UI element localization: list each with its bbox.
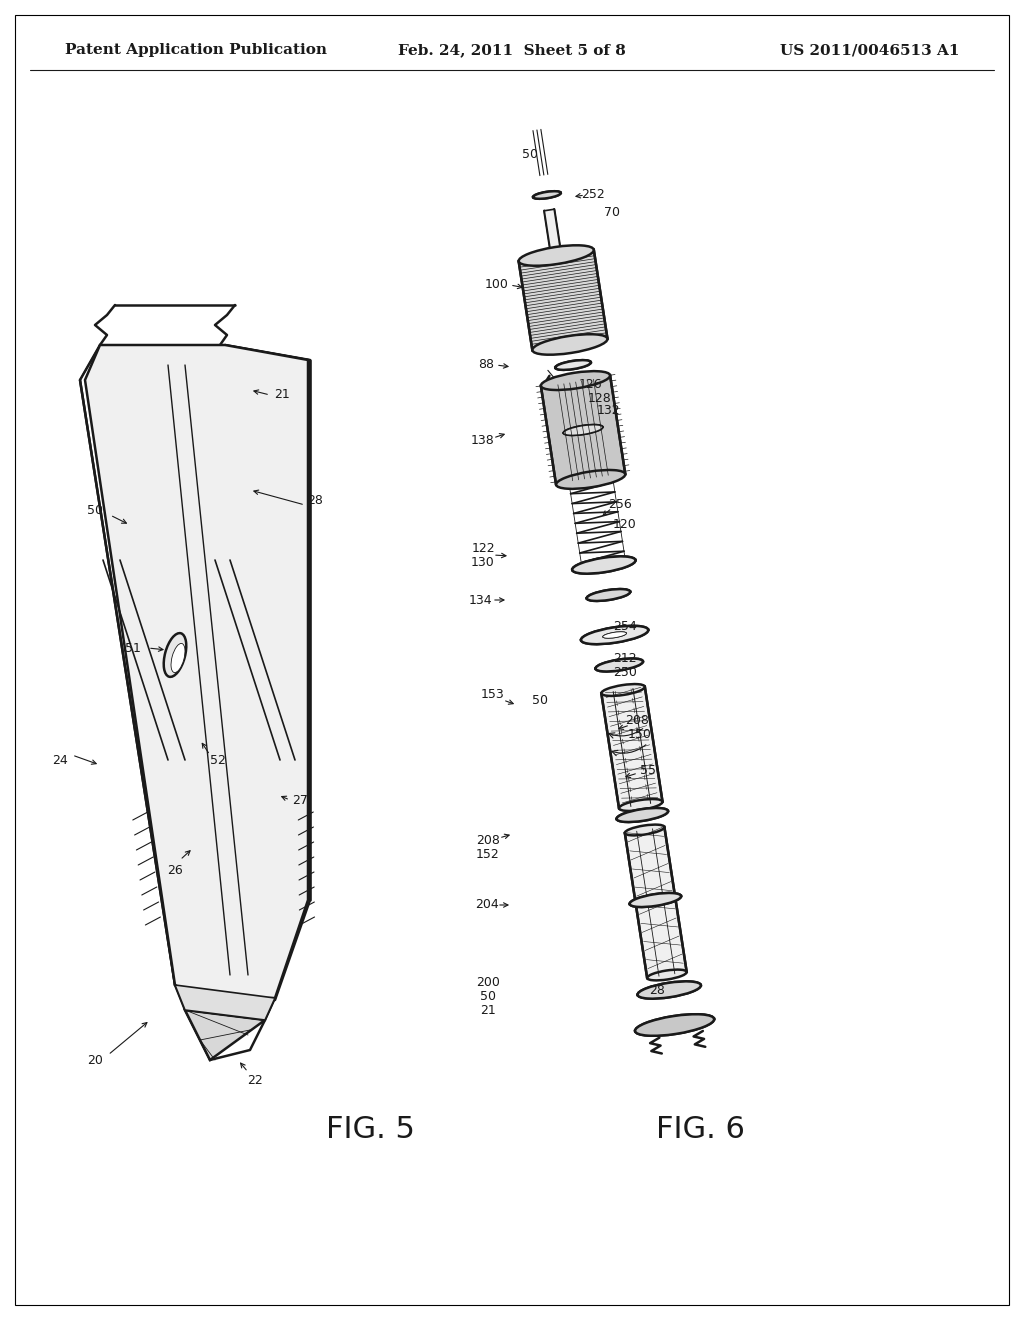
Text: 21: 21	[480, 1003, 496, 1016]
Text: 153: 153	[481, 689, 505, 701]
Ellipse shape	[587, 589, 630, 601]
Polygon shape	[545, 210, 560, 251]
Text: 150: 150	[628, 729, 652, 742]
Ellipse shape	[164, 634, 186, 677]
Text: Patent Application Publication: Patent Application Publication	[65, 44, 327, 57]
Polygon shape	[185, 998, 275, 1020]
Text: 27: 27	[292, 793, 308, 807]
Text: 132: 132	[596, 404, 620, 417]
Ellipse shape	[572, 557, 636, 574]
Text: 128: 128	[588, 392, 612, 404]
Ellipse shape	[635, 1014, 714, 1036]
Ellipse shape	[555, 360, 591, 370]
Polygon shape	[635, 1019, 714, 1031]
Polygon shape	[587, 591, 630, 598]
Ellipse shape	[616, 808, 668, 822]
Text: 52: 52	[210, 754, 226, 767]
Ellipse shape	[601, 684, 645, 696]
Polygon shape	[616, 810, 668, 818]
Polygon shape	[541, 375, 626, 484]
Text: 28: 28	[307, 494, 323, 507]
Ellipse shape	[596, 659, 643, 672]
Text: 22: 22	[247, 1073, 263, 1086]
Ellipse shape	[635, 1014, 714, 1036]
Ellipse shape	[171, 643, 185, 673]
Ellipse shape	[572, 556, 636, 574]
Ellipse shape	[541, 371, 610, 389]
Polygon shape	[572, 560, 636, 570]
Text: US 2011/0046513 A1: US 2011/0046513 A1	[780, 44, 961, 57]
Ellipse shape	[630, 894, 681, 907]
Text: 28: 28	[649, 983, 665, 997]
Ellipse shape	[581, 626, 648, 644]
Ellipse shape	[647, 970, 687, 981]
Ellipse shape	[625, 825, 665, 836]
Text: 208: 208	[476, 833, 500, 846]
Ellipse shape	[518, 246, 594, 265]
Text: 26: 26	[167, 863, 183, 876]
Polygon shape	[596, 661, 643, 669]
Ellipse shape	[534, 191, 561, 199]
Ellipse shape	[534, 191, 561, 199]
Text: FIG. 6: FIG. 6	[655, 1115, 744, 1144]
Ellipse shape	[587, 589, 630, 601]
Text: 21: 21	[274, 388, 290, 401]
Ellipse shape	[532, 334, 607, 355]
Polygon shape	[555, 362, 591, 368]
Ellipse shape	[563, 425, 603, 436]
Text: 200: 200	[476, 975, 500, 989]
Polygon shape	[185, 1010, 265, 1060]
Ellipse shape	[603, 632, 627, 639]
Text: 100: 100	[485, 279, 509, 292]
Ellipse shape	[616, 808, 668, 822]
Text: 50: 50	[87, 503, 103, 516]
Polygon shape	[601, 686, 663, 808]
Ellipse shape	[603, 632, 627, 639]
Ellipse shape	[630, 894, 681, 907]
Text: 212: 212	[613, 652, 637, 664]
Ellipse shape	[555, 360, 591, 370]
Polygon shape	[85, 345, 308, 1001]
Text: 120: 120	[613, 519, 637, 532]
Polygon shape	[581, 630, 648, 640]
Ellipse shape	[620, 799, 663, 810]
Text: FIG. 5: FIG. 5	[326, 1115, 415, 1144]
Text: 134: 134	[468, 594, 492, 606]
Text: 138: 138	[471, 433, 495, 446]
Text: 50: 50	[522, 149, 538, 161]
Text: 20: 20	[87, 1053, 103, 1067]
Ellipse shape	[556, 470, 626, 488]
Polygon shape	[625, 826, 687, 978]
Text: 252: 252	[582, 189, 605, 202]
Text: 51: 51	[125, 642, 141, 655]
Text: Feb. 24, 2011  Sheet 5 of 8: Feb. 24, 2011 Sheet 5 of 8	[398, 44, 626, 57]
Text: 50: 50	[532, 693, 548, 706]
Ellipse shape	[638, 981, 700, 999]
Text: 55: 55	[640, 763, 656, 776]
Ellipse shape	[596, 659, 643, 672]
Text: 50: 50	[480, 990, 496, 1002]
Text: 152: 152	[476, 847, 500, 861]
Ellipse shape	[638, 981, 700, 999]
Text: 250: 250	[613, 665, 637, 678]
Text: 70: 70	[604, 206, 620, 219]
Polygon shape	[563, 426, 603, 433]
Ellipse shape	[563, 425, 603, 436]
Text: 204: 204	[475, 899, 499, 912]
Polygon shape	[603, 634, 627, 636]
Polygon shape	[175, 985, 275, 1020]
Text: 122: 122	[471, 541, 495, 554]
Polygon shape	[638, 985, 700, 995]
Text: 126: 126	[579, 379, 602, 392]
Text: 88: 88	[478, 359, 494, 371]
Text: 254: 254	[613, 620, 637, 634]
Text: 24: 24	[52, 754, 68, 767]
Text: 208: 208	[625, 714, 649, 726]
Ellipse shape	[581, 626, 648, 644]
Polygon shape	[630, 896, 681, 904]
Polygon shape	[534, 193, 561, 197]
Text: 130: 130	[471, 556, 495, 569]
Polygon shape	[519, 249, 607, 350]
Text: 256: 256	[608, 499, 632, 511]
